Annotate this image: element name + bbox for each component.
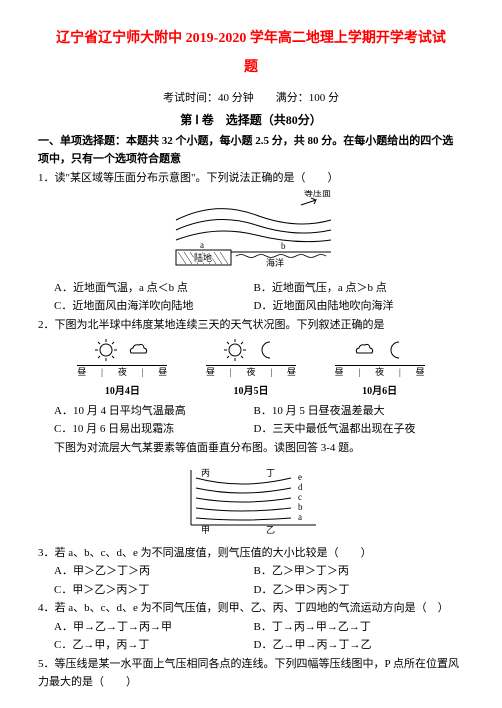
q3-options-row1: A．甲＞乙＞丁＞丙 B．乙＞甲＞丁＞丙 (54, 563, 464, 580)
q1-options-row2: C．近地面风由海洋吹向陆地 D．近地面风由陆地吹向海洋 (54, 298, 464, 315)
section-title: 第 Ⅰ 卷 选择题（共80分） (38, 111, 464, 129)
q2-options-row1: A．10 月 4 日平均气温最高 B．10 月 5 日昼夜温差最大 (54, 403, 464, 420)
cloud-icon (125, 337, 151, 363)
date-2: 10月5日 (206, 384, 296, 399)
q4-optB: B．丁→丙→甲→乙→丁 (254, 619, 451, 636)
svg-text:a: a (298, 512, 302, 522)
exam-info: 考试时间：40 分钟 满分：100 分 (38, 90, 464, 107)
q3-optC: C．甲＞乙＞丙＞丁 (54, 582, 251, 599)
q1-optD: D．近地面风由陆地吹向海洋 (254, 298, 451, 315)
q1-optA: A．近地面气温，a 点＜b 点 (54, 280, 251, 297)
q4-optA: A．甲→乙→丁→丙→甲 (54, 619, 251, 636)
svg-text:d: d (298, 482, 303, 492)
q1-options-row1: A．近地面气温，a 点＜b 点 B．近地面气压，a 点＞b 点 (54, 280, 464, 297)
svg-text:甲: 甲 (201, 525, 210, 535)
land-label: 陆地 (194, 252, 212, 263)
q4-stem: 4．若 a、b、c、d、e 为不同气压值，则甲、乙、丙、丁四地的气流运动方向是（… (38, 600, 464, 617)
svg-text:丙: 丙 (201, 468, 210, 478)
q34-figure: e d c b a 丙 丁 甲 乙 (38, 460, 464, 541)
q2-optD: D．三天中最低气温都出现在子夜 (254, 421, 451, 438)
q2-optC: C．10 月 6 日易出现霜冻 (54, 421, 251, 438)
instructions-1: 一、单项选择题：本题共 32 个小题，每小题 2.5 分，共 80 分。在每小题… (38, 133, 464, 150)
sea-label: 海洋 (266, 257, 284, 268)
date-1: 10月4日 (77, 384, 167, 399)
instructions-2: 项中，只有一个选项符合题意 (38, 151, 464, 168)
q3-stem: 3．若 a、b、c、d、e 为不同温度值，则气压值的大小比较是（ ） (38, 545, 464, 562)
svg-text:乙: 乙 (266, 525, 275, 535)
svg-text:e: e (298, 472, 302, 482)
exam-title-line1: 辽宁省辽宁师大附中 2019-2020 学年高二地理上学期开学考试试 (38, 28, 464, 49)
q3-optA: A．甲＞乙＞丁＞丙 (54, 563, 251, 580)
cloud-icon (351, 337, 377, 363)
q1-optB: B．近地面气压，a 点＞b 点 (254, 280, 451, 297)
contour-label: 等压面 (304, 190, 331, 198)
q2-figure: 昼|夜|昼 10月4日 昼|夜|昼 10月5日 昼|夜|昼 10月6日 (58, 337, 444, 399)
q4-optD: D．乙→甲→丙→丁→乙 (254, 637, 451, 654)
date-3: 10月6日 (335, 384, 425, 399)
q3-optB: B．乙＞甲＞丁＞丙 (254, 563, 451, 580)
q2-options-row2: C．10 月 6 日易出现霜冻 D．三天中最低气温都出现在子夜 (54, 421, 464, 438)
q2-optA: A．10 月 4 日平均气温最高 (54, 403, 251, 420)
svg-text:b: b (298, 502, 303, 512)
q4-options-row2: C．乙→甲，丙→丁 D．乙→甲→丙→丁→乙 (54, 637, 464, 654)
moon-icon (383, 337, 409, 363)
q2-optB: B．10 月 5 日昼夜温差最大 (254, 403, 451, 420)
q5-stem: 5．等压线是某一水平面上气压相同各点的连线。下列四幅等压线图中，P 点所在位置风 (38, 656, 464, 673)
q2-stem: 2．下图为北半球中纬度某地连续三天的天气状况图。下列叙述正确的是 (38, 317, 464, 334)
moon-icon (254, 337, 280, 363)
q1-figure: 等压面 陆地 陆地 a 海洋 b (38, 190, 464, 276)
point-b: b (281, 241, 286, 251)
exam-title-line2: 题 (38, 57, 464, 78)
q34-followup: 下图为对流层大气某要素等值面垂直分布图。读图回答 3-4 题。 (54, 440, 464, 457)
q1-stem: 1．读"某区域等压面分布示意图"。下列说法正确的是（ ） (38, 170, 464, 187)
svg-text:c: c (298, 492, 302, 502)
svg-text:丁: 丁 (266, 468, 275, 478)
q3-options-row2: C．甲＞乙＞丙＞丁 D．乙＞甲＞丙＞丁 (54, 582, 464, 599)
q3-optD: D．乙＞甲＞丙＞丁 (254, 582, 451, 599)
q4-options-row1: A．甲→乙→丁→丙→甲 B．丁→丙→甲→乙→丁 (54, 619, 464, 636)
sun-icon (93, 337, 119, 363)
q4-optC: C．乙→甲，丙→丁 (54, 637, 251, 654)
point-a: a (200, 240, 204, 250)
q5-stem2: 力最大的是（ ） (38, 674, 464, 691)
q1-optC: C．近地面风由海洋吹向陆地 (54, 298, 251, 315)
sun-icon (222, 337, 248, 363)
